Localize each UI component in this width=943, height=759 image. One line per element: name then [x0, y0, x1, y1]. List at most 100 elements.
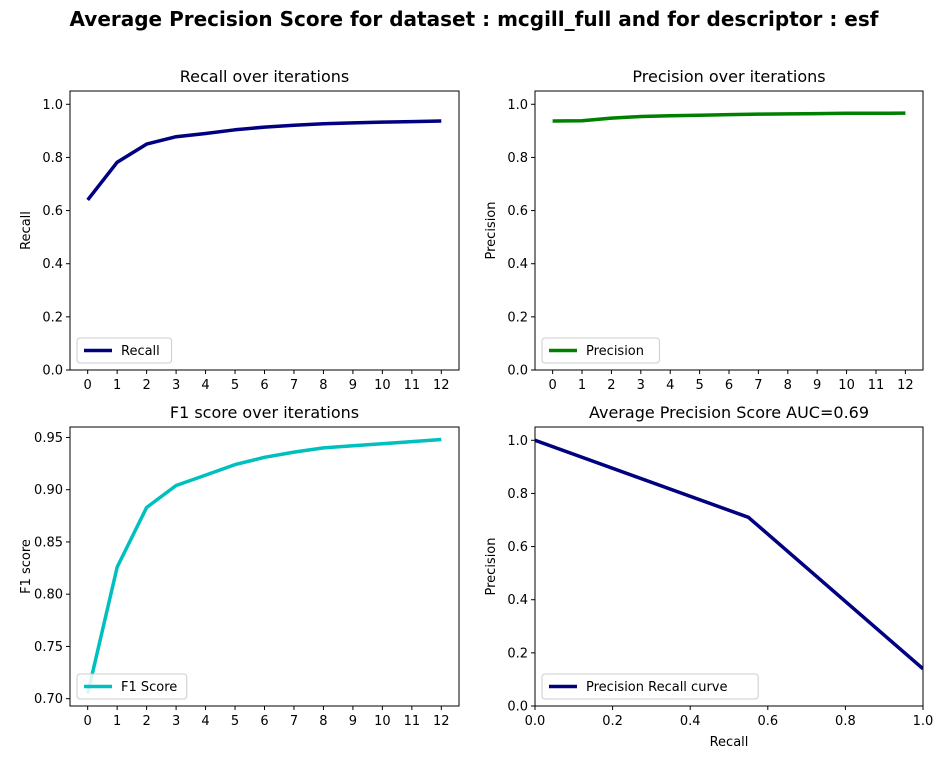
- x-tick-label: 4: [201, 378, 209, 393]
- y-tick-label: 0.70: [34, 692, 63, 707]
- y-tick-label: 0.0: [507, 700, 528, 715]
- x-tick-label: 10: [374, 714, 391, 729]
- legend: Recall: [76, 337, 173, 364]
- y-tick-label: 0.2: [42, 310, 63, 325]
- x-tick-label: 1: [113, 714, 121, 729]
- x-tick-label: 0.6: [757, 714, 778, 729]
- y-tick-label: 0.4: [507, 593, 528, 608]
- x-tick-label: 4: [201, 714, 209, 729]
- legend-label: F1 Score: [121, 680, 177, 695]
- x-tick-label: 12: [897, 378, 914, 393]
- x-tick-label: 9: [349, 378, 357, 393]
- x-axis-label: Recall: [710, 735, 749, 750]
- x-tick-label: 8: [784, 378, 792, 393]
- x-tick-label: 7: [290, 378, 298, 393]
- x-tick-label: 5: [231, 378, 239, 393]
- x-tick-label: 11: [404, 378, 421, 393]
- x-tick-label: 11: [404, 714, 421, 729]
- x-tick-label: 3: [172, 378, 180, 393]
- y-axis-label: F1 score: [19, 539, 34, 594]
- legend: Precision: [541, 337, 660, 364]
- x-tick-label: 12: [433, 714, 450, 729]
- subplot-1: Recall over iterations 0.0 0.2 0.4 0.6 0.8 1.0…: [19, 67, 460, 393]
- y-tick-label: 0.2: [507, 310, 528, 325]
- y-tick-label: 0.0: [42, 364, 63, 379]
- subplot-title: Precision over iterations: [632, 67, 825, 86]
- x-tick-label: 11: [868, 378, 885, 393]
- x-tick-label: 5: [695, 378, 703, 393]
- series-line: [535, 438, 923, 671]
- y-tick-label: 0.6: [507, 540, 528, 555]
- x-tick-label: 0.0: [525, 714, 546, 729]
- subplot-title: Average Precision Score AUC=0.69: [589, 403, 869, 422]
- y-tick-label: 1.0: [42, 98, 63, 113]
- x-tick-label: 9: [349, 714, 357, 729]
- y-tick-label: 0.4: [42, 257, 63, 272]
- x-tick-label: 0: [548, 378, 556, 393]
- y-tick-label: 0.85: [34, 535, 63, 550]
- x-tick-label: 0.2: [602, 714, 623, 729]
- x-tick-label: 8: [319, 714, 327, 729]
- x-tick-label: 6: [260, 714, 268, 729]
- subplot-title: F1 score over iterations: [170, 403, 359, 422]
- x-tick-label: 10: [838, 378, 855, 393]
- subplot-2: Precision over iterations 0.0 0.2 0.4 0.6 0.8…: [484, 67, 924, 393]
- y-tick-label: 0.8: [507, 487, 528, 502]
- x-tick-label: 1: [578, 378, 586, 393]
- series-line: [86, 119, 442, 201]
- x-tick-label: 2: [142, 378, 150, 393]
- y-tick-label: 0.90: [34, 483, 63, 498]
- y-tick-label: 1.0: [507, 98, 528, 113]
- y-tick-label: 0.6: [507, 204, 528, 219]
- y-tick-label: 0.8: [507, 151, 528, 166]
- x-tick-label: 8: [319, 378, 327, 393]
- y-axis-label: Precision: [484, 537, 499, 595]
- x-tick-label: 1.0: [913, 714, 934, 729]
- x-tick-label: 4: [666, 378, 674, 393]
- x-tick-label: 6: [725, 378, 733, 393]
- series-line: [552, 111, 906, 123]
- x-tick-label: 12: [433, 378, 450, 393]
- x-tick-label: 2: [142, 714, 150, 729]
- x-tick-label: 0: [84, 378, 92, 393]
- x-tick-label: 3: [172, 714, 180, 729]
- x-tick-label: 10: [374, 378, 391, 393]
- x-tick-label: 6: [260, 378, 268, 393]
- y-tick-label: 0.6: [42, 204, 63, 219]
- legend-box: [541, 673, 759, 700]
- y-axis-label: Recall: [19, 211, 34, 250]
- y-tick-label: 0.2: [507, 646, 528, 661]
- x-tick-label: 7: [754, 378, 762, 393]
- x-tick-label: 9: [813, 378, 821, 393]
- figure-title: Average Precision Score for dataset : mc…: [70, 7, 879, 31]
- x-tick-label: 0.8: [835, 714, 856, 729]
- y-tick-label: 0.80: [34, 588, 63, 603]
- legend: F1 Score: [76, 673, 188, 700]
- axes-frame: [69, 90, 460, 371]
- axes-frame: [69, 426, 460, 707]
- y-tick-label: 0.0: [507, 364, 528, 379]
- y-tick-label: 0.4: [507, 257, 528, 272]
- x-tick-label: 1: [113, 378, 121, 393]
- legend-box: [76, 673, 188, 700]
- x-tick-label: 7: [290, 714, 298, 729]
- x-tick-label: 0: [84, 714, 92, 729]
- x-tick-label: 3: [637, 378, 645, 393]
- legend: Precision Recall curve: [541, 673, 759, 700]
- legend-label: Precision: [586, 344, 644, 359]
- y-tick-label: 0.8: [42, 151, 63, 166]
- legend-box: [76, 337, 173, 364]
- axes-frame: [534, 426, 924, 707]
- legend-label: Precision Recall curve: [586, 680, 727, 695]
- y-tick-label: 1.0: [507, 434, 528, 449]
- subplot-title: Recall over iterations: [180, 67, 350, 86]
- axes-frame: [534, 90, 924, 371]
- x-tick-label: 0.4: [680, 714, 701, 729]
- series-line: [85, 437, 442, 694]
- y-axis-label: Precision: [484, 201, 499, 259]
- legend-label: Recall: [121, 344, 160, 359]
- legend-box: [541, 337, 660, 364]
- subplot-4: Average Precision Score AUC=0.69 0.0 0.2 0.…: [484, 403, 933, 750]
- x-tick-label: 2: [607, 378, 615, 393]
